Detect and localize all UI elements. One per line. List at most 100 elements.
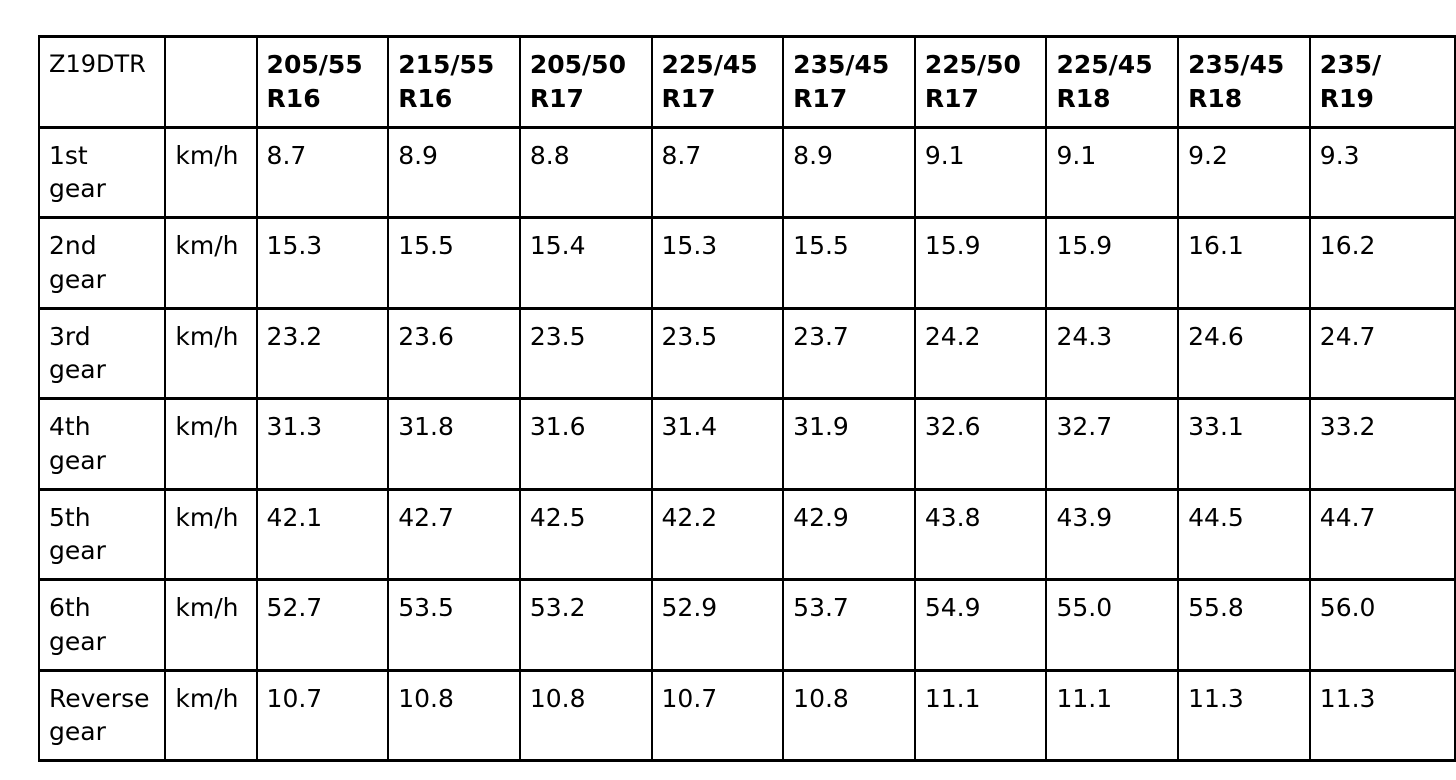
model-label-cell: Z19DTR [37,35,167,129]
speed-value-cell: 16.1 [1177,216,1311,310]
speed-value-cell: 32.7 [1045,397,1180,491]
speed-value-cell: 24.2 [913,306,1048,400]
gear-label-cell: 2nd gear [37,216,167,310]
speed-value-cell: 55.0 [1045,578,1180,672]
speed-value-cell: 52.7 [255,578,390,672]
speed-value-cell: 9.1 [1045,125,1180,219]
speed-value-cell: 31.9 [782,397,916,491]
speed-value-cell: 31.8 [387,397,521,491]
speed-value-cell: 8.9 [387,125,521,219]
gear-label-cell: 3rd gear [37,306,167,400]
speed-value-cell: 23.7 [782,306,916,400]
tire-size-header: 225/45 R18 [1045,35,1180,129]
speed-value-cell: 15.4 [518,216,653,310]
speed-value-cell: 52.9 [650,578,785,672]
speed-value-cell: 42.2 [650,487,785,581]
gear-label-cell: 5th gear [37,487,167,581]
speed-value-cell: 31.6 [518,397,653,491]
speed-value-cell: 42.7 [387,487,521,581]
speed-value-cell: 43.8 [913,487,1048,581]
speed-value-cell: 24.6 [1177,306,1311,400]
speed-value-cell: 23.6 [387,306,521,400]
tire-size-header: 205/55 R16 [255,35,390,129]
tire-size-header: 235/45 R17 [782,35,916,129]
unit-cell: km/h [164,306,258,400]
speed-value-cell: 43.9 [1045,487,1180,581]
unit-cell: km/h [164,125,258,219]
speed-value-cell: 23.2 [255,306,390,400]
speed-value-cell: 15.9 [1045,216,1180,310]
speed-value-cell: 9.1 [913,125,1048,219]
unit-cell: km/h [164,578,258,672]
speed-value-cell: 11.3 [1308,668,1456,762]
speed-value-cell: 33.2 [1308,397,1456,491]
table-row: Reverse gear km/h 10.7 10.8 10.8 10.7 10.8 11.1… [37,668,1456,762]
speed-value-cell: 15.5 [782,216,916,310]
table-row: 6th gear km/h 52.7 53.5 53.2 52.9 53.7 54.9 55.0… [37,578,1456,672]
gear-label-cell: Reverse gear [37,668,167,762]
speed-value-cell: 44.5 [1177,487,1311,581]
unit-cell: km/h [164,487,258,581]
speed-value-cell: 8.9 [782,125,916,219]
gear-label-cell: 1st gear [37,125,167,219]
gear-speed-table: Z19DTR 205/55 R16 215/55 R16 205/50 R17 225/… [37,35,1456,762]
table-body: 1st gear km/h 8.7 8.9 8.8 8.7 8.9 9.1 9.1 9.2 9.3 2… [37,125,1456,762]
table-head: Z19DTR 205/55 R16 215/55 R16 205/50 R17 225/… [37,35,1456,129]
speed-value-cell: 24.3 [1045,306,1180,400]
speed-value-cell: 16.2 [1308,216,1456,310]
speed-value-cell: 11.3 [1177,668,1311,762]
tire-size-header: 225/50 R17 [913,35,1048,129]
speed-value-cell: 44.7 [1308,487,1456,581]
speed-value-cell: 9.2 [1177,125,1311,219]
table-row: 2nd gear km/h 15.3 15.5 15.4 15.3 15.5 15.9 15.9… [37,216,1456,310]
gear-label-cell: 4th gear [37,397,167,491]
speed-value-cell: 8.7 [255,125,390,219]
speed-value-cell: 32.6 [913,397,1048,491]
speed-value-cell: 54.9 [913,578,1048,672]
speed-value-cell: 53.7 [782,578,916,672]
speed-value-cell: 55.8 [1177,578,1311,672]
speed-value-cell: 33.1 [1177,397,1311,491]
table-row: 1st gear km/h 8.7 8.9 8.8 8.7 8.9 9.1 9.1 9.2 9.3 [37,125,1456,219]
unit-cell: km/h [164,397,258,491]
tire-size-header: 225/45 R17 [650,35,785,129]
gear-label-cell: 6th gear [37,578,167,672]
tire-size-header: 205/50 R17 [518,35,653,129]
speed-value-cell: 42.1 [255,487,390,581]
speed-value-cell: 10.8 [518,668,653,762]
unit-cell: km/h [164,668,258,762]
speed-value-cell: 24.7 [1308,306,1456,400]
tire-size-header: 235/ R19 [1308,35,1456,129]
speed-value-cell: 10.8 [782,668,916,762]
tire-size-header: 215/55 R16 [387,35,521,129]
table-row: 5th gear km/h 42.1 42.7 42.5 42.2 42.9 43.8 43.9… [37,487,1456,581]
unit-header-cell [164,35,258,129]
speed-value-cell: 53.5 [387,578,521,672]
header-row: Z19DTR 205/55 R16 215/55 R16 205/50 R17 225/… [37,35,1456,129]
speed-value-cell: 15.3 [255,216,390,310]
speed-value-cell: 23.5 [650,306,785,400]
speed-value-cell: 9.3 [1308,125,1456,219]
speed-value-cell: 56.0 [1308,578,1456,672]
tire-size-header: 235/45 R18 [1177,35,1311,129]
speed-value-cell: 15.3 [650,216,785,310]
speed-value-cell: 23.5 [518,306,653,400]
speed-value-cell: 31.4 [650,397,785,491]
speed-value-cell: 10.7 [650,668,785,762]
speed-value-cell: 8.7 [650,125,785,219]
table-row: 4th gear km/h 31.3 31.8 31.6 31.4 31.9 32.6 32.7… [37,397,1456,491]
unit-cell: km/h [164,216,258,310]
speed-value-cell: 15.9 [913,216,1048,310]
speed-value-cell: 15.5 [387,216,521,310]
speed-value-cell: 11.1 [913,668,1048,762]
speed-value-cell: 53.2 [518,578,653,672]
speed-value-cell: 10.8 [387,668,521,762]
speed-value-cell: 11.1 [1045,668,1180,762]
speed-value-cell: 8.8 [518,125,653,219]
speed-value-cell: 31.3 [255,397,390,491]
speed-value-cell: 42.9 [782,487,916,581]
speed-value-cell: 10.7 [255,668,390,762]
table-row: 3rd gear km/h 23.2 23.6 23.5 23.5 23.7 24.2 24.3… [37,306,1456,400]
speed-value-cell: 42.5 [518,487,653,581]
